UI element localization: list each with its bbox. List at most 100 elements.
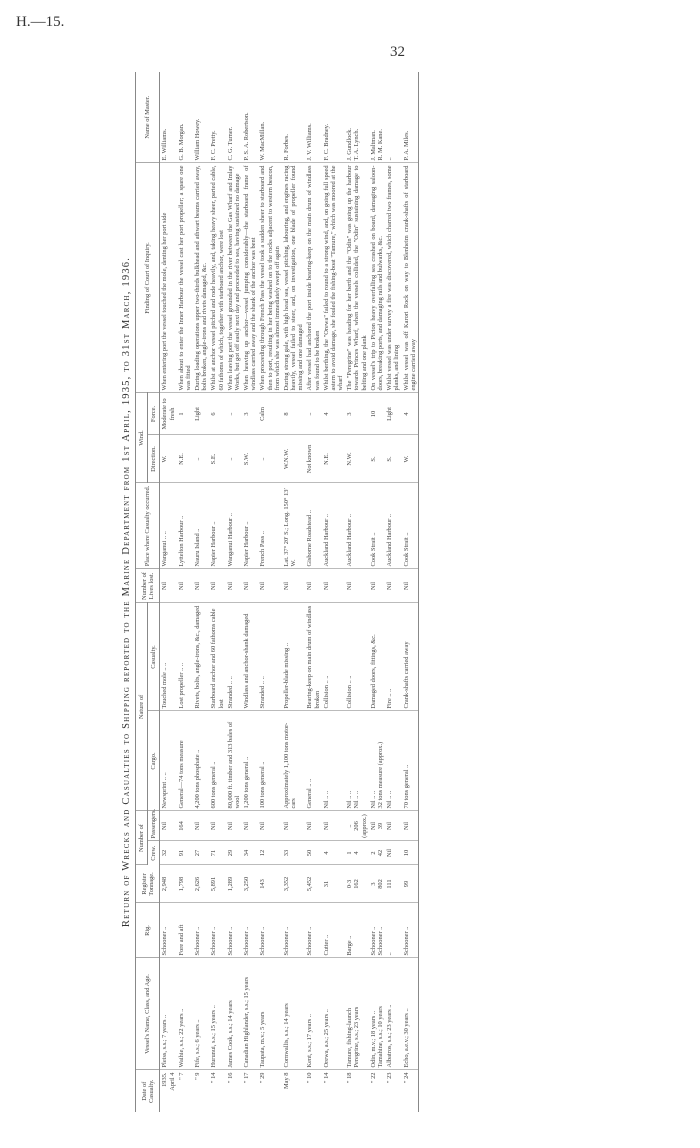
header-finding: Finding of Court of Inquiry. (135, 162, 160, 393)
cell-crew: 12 (258, 841, 282, 865)
cell-casualty: Collision .. .. (345, 603, 369, 711)
cell-force: Light (193, 392, 210, 435)
cell-crew: 33 (281, 841, 306, 865)
cell-date: " 17 (243, 1072, 251, 1084)
cell-direction: W. (401, 435, 419, 483)
cell-passengers: .. 206 (approx.) (345, 811, 369, 841)
header-direction: Direction. (147, 435, 160, 483)
cell-cargo: 1,200 tons general .. (242, 711, 259, 811)
cell-lives: Nil (345, 569, 369, 603)
cell-vessel: Taupata, m.v.; 5 years (258, 958, 282, 1070)
table-row: " 17 Canadian Highlander, s.s.; 15 years S… (242, 71, 259, 1112)
cell-passengers: Nil (209, 811, 226, 841)
cell-crew: 50 (305, 841, 322, 865)
cell-passengers: Nil (225, 811, 243, 841)
cell-tonnage: 2,948 (159, 865, 177, 903)
table-row: " 7 Waihie, s.s.; 22 years .. Fore and aft… (176, 71, 194, 1112)
cell-master: J. V. Williams. (305, 71, 322, 163)
cell-tonnage: 3,250 (242, 865, 259, 903)
cell-passengers: Nil (258, 811, 282, 841)
cell-tonnage: 1,289 (225, 865, 243, 903)
table-row: " 14 Orewa, a.s.; 25 years .. Cutter .. 31 4… (321, 71, 346, 1112)
cell-vessel: Kent, s.s.; 17 years .. (305, 958, 322, 1070)
cell-cargo: Approximately 1,100 tons motor-cars (281, 711, 306, 811)
cell-place: French Pass .. (258, 483, 282, 569)
cell-date: " 14 (210, 1072, 218, 1084)
cell-vessel: Fife, s.s.; 6 years .. (193, 958, 210, 1070)
cell-place: Auckland Harbour .. (321, 483, 346, 569)
cell-casualty: Collision .. .. (321, 603, 346, 711)
cell-direction: N.E. (176, 435, 194, 483)
cell-rig: Schooner .. (401, 903, 419, 958)
cell-cargo: 70 tons general .. (401, 711, 419, 811)
header-lives: Number of Lives lost. (135, 569, 160, 603)
cell-place: Auckland Harbour .. (385, 483, 402, 569)
cell-cargo: Nil .. .. (385, 711, 402, 811)
cell-date: " 9 (194, 1072, 202, 1080)
cell-place: Napier Harbour .. (242, 483, 259, 569)
cell-rig: Schooner .. (193, 903, 210, 958)
cell-passengers: Nil (281, 811, 306, 841)
cell-crew: 10 (401, 841, 419, 865)
cell-rig: Schooner .. (209, 903, 226, 958)
cell-cargo: General .. .. (305, 711, 322, 811)
cell-force: 3 (242, 392, 259, 435)
table-row: " 10 Kent, s.s.; 17 years .. Schooner .. 5,… (305, 71, 322, 1112)
cell-lives: Nil (305, 569, 322, 603)
header-nature-of: Nature of (135, 603, 148, 811)
cell-casualty: Lost propeller .. .. (176, 603, 194, 711)
cell-date: " 10 (306, 1072, 314, 1084)
cell-direction: .. (258, 435, 282, 483)
cell-passengers: Nil 39 (368, 811, 386, 841)
cell-cargo: Newsprint .. .. (159, 711, 177, 811)
cell-vessel: Orewa, a.s.; 25 years .. (321, 958, 346, 1070)
cell-force: .. (305, 392, 322, 435)
cell-casualty: Stranded .. .. (225, 603, 243, 711)
cell-tonnage: 99 (401, 865, 419, 903)
cell-master: F. C. Bradney. (321, 71, 346, 163)
cell-crew: 29 (225, 841, 243, 865)
table-row: " 18 Tamure, fishing-launch Peregrine, s.… (345, 71, 369, 1112)
cell-casualty: Fire .. .. (385, 603, 402, 711)
page-number: 32 (390, 44, 405, 60)
cell-master: J. Maltman. R. M. Kane. (368, 71, 386, 163)
cell-master: P. S. A. Robertson. (242, 71, 259, 163)
cell-date: " 16 (226, 1072, 234, 1084)
cell-lives: Nil (321, 569, 346, 603)
cell-direction: Not known (305, 435, 322, 483)
cell-casualty: Windlass and anchor-shank damaged (242, 603, 259, 711)
cell-cargo: Nil .. .. Nil .. .. (345, 711, 369, 811)
cell-casualty: Damaged doors, fittings, &c. (368, 603, 386, 711)
cell-finding: On vessel's trip to Picton heavy overfal… (368, 162, 386, 393)
cell-rig: Schooner .. (258, 903, 282, 958)
cell-date: " 22 (369, 1072, 377, 1084)
cell-crew: 1 4 (345, 841, 369, 865)
cell-place: Wanganui Harbour .. (225, 483, 243, 569)
cell-finding: When leaving port the vessel grounded in… (225, 162, 243, 393)
cell-finding: The "Peregrine" was heading for her bert… (345, 162, 369, 393)
cell-master: W. MacMillan. (258, 71, 282, 163)
header-cargo: Cargo. (147, 711, 160, 811)
cell-passengers: Nil (193, 811, 210, 841)
cell-crew: 91 (176, 841, 194, 865)
cell-rig: Barge .. (345, 903, 369, 958)
cell-cargo: 80,000 ft. timber and 313 bales of wool (225, 711, 243, 811)
cell-lives: Nil (209, 569, 226, 603)
page-reference: H.—15. (16, 14, 65, 30)
cell-vessel: Echo, a.e.v.; 30 years .. (401, 958, 419, 1070)
cell-rig: Schooner .. Schooner .. (368, 903, 386, 958)
cell-vessel: Pleiss, s.s.; 7 years .. (159, 958, 177, 1070)
cell-date: " 24 (401, 1070, 419, 1112)
cell-casualty: Bearing-keep on main drum of windlass br… (305, 603, 322, 711)
cell-force: 4 (321, 392, 346, 435)
cell-place: Wanganui .. .. (159, 483, 177, 569)
cell-casualty: Propeller-blade missing .. (281, 603, 306, 711)
cell-finding: When entering port the vessel touched th… (159, 162, 177, 393)
cell-date: May 8 (282, 1072, 290, 1090)
table-row: May 8 Cornwallis, s.s.; 14 years Schooner … (281, 71, 306, 1112)
cell-force: 4 (401, 392, 419, 435)
header-tonnage: Register Tonnage. (135, 865, 160, 903)
cell-lives: Nil (401, 569, 419, 603)
cell-lives: Nil (159, 569, 177, 603)
cell-cargo: 100 tons general .. (258, 711, 282, 811)
